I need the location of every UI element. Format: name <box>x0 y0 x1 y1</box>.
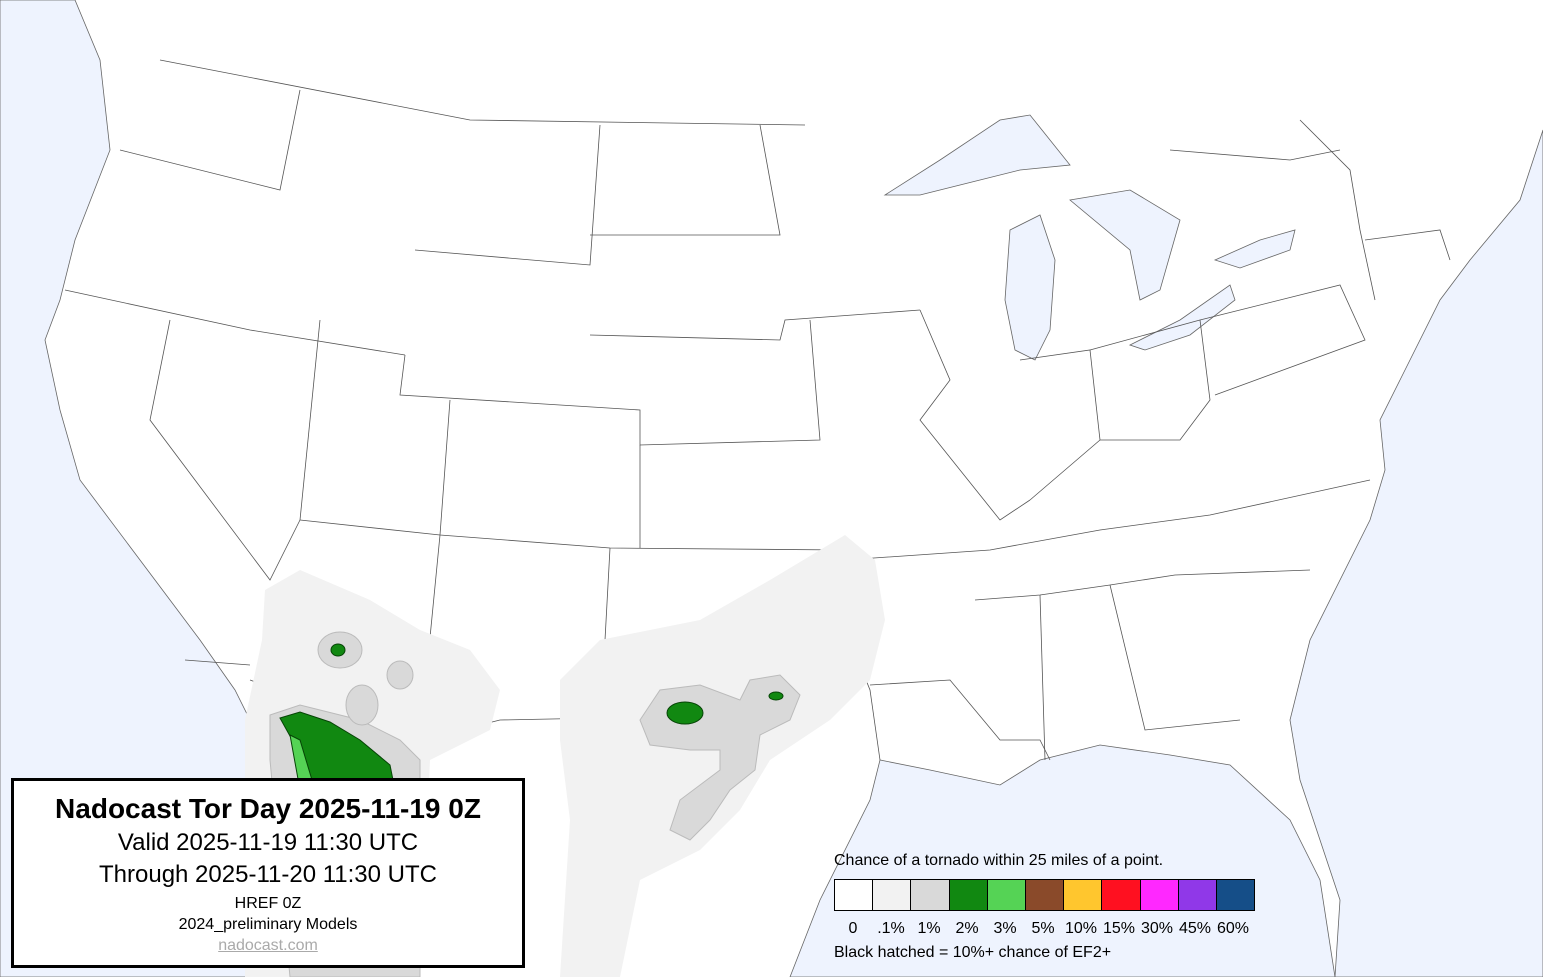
prob-2-texas-a <box>666 701 704 725</box>
legend-title: Chance of a tornado within 25 miles of a… <box>834 852 1164 869</box>
legend-swatch <box>835 880 874 910</box>
lake-superior <box>883 114 1071 196</box>
prob-1-arizona-c <box>345 684 379 726</box>
prob-2-arizona <box>330 643 346 657</box>
nadocast-link[interactable]: nadocast.com <box>218 937 318 954</box>
legend-label: 1% <box>917 920 941 937</box>
lake-ontario <box>1213 229 1296 269</box>
legend-swatch <box>1216 880 1255 910</box>
legend-swatch <box>1178 880 1217 910</box>
legend: Chance of a tornado within 25 miles of a… <box>834 852 1255 962</box>
legend-swatch <box>1102 880 1141 910</box>
models-version: 2024_preliminary Models <box>178 916 358 933</box>
legend-swatch <box>1025 880 1065 910</box>
model-name: HREF 0Z <box>234 895 302 912</box>
lake-erie <box>1128 284 1236 351</box>
legend-swatch <box>949 880 988 910</box>
legend-swatch <box>987 880 1026 910</box>
legend-label: 0 <box>848 920 858 937</box>
gulf-of-mexico <box>789 744 1336 977</box>
legend-label: 10% <box>1064 920 1098 937</box>
legend-label: 3% <box>993 920 1017 937</box>
legend-note: Black hatched = 10%+ chance of EF2+ <box>834 944 1112 961</box>
legend-label: 5% <box>1031 920 1055 937</box>
legend-label: .1% <box>877 920 905 937</box>
legend-label: 45% <box>1178 920 1212 937</box>
lake-huron <box>1069 189 1181 301</box>
legend-swatch <box>873 880 912 910</box>
legend-swatch <box>1140 880 1179 910</box>
title-box: Nadocast Tor Day 2025-11-19 0Z Valid 202… <box>11 778 525 968</box>
map-title: Nadocast Tor Day 2025-11-19 0Z <box>55 793 481 824</box>
legend-swatches <box>834 879 1255 911</box>
lake-michigan <box>1004 214 1056 361</box>
atlantic-ocean <box>1289 129 1543 977</box>
valid-time: Valid 2025-11-19 11:30 UTC <box>117 829 419 856</box>
legend-swatch <box>911 880 950 910</box>
legend-label: 60% <box>1216 920 1250 937</box>
legend-swatch <box>1064 880 1103 910</box>
legend-label: 2% <box>955 920 979 937</box>
legend-label: 15% <box>1102 920 1136 937</box>
prob-2-texas-b <box>768 691 784 701</box>
legend-label: 30% <box>1140 920 1174 937</box>
through-time: Through 2025-11-20 11:30 UTC <box>99 861 437 888</box>
prob-1-arizona-b <box>386 660 414 690</box>
legend-labels: 0 .1% 1% 2% 3% 5% 10% 15% 30% 45% 60% <box>834 920 1255 938</box>
